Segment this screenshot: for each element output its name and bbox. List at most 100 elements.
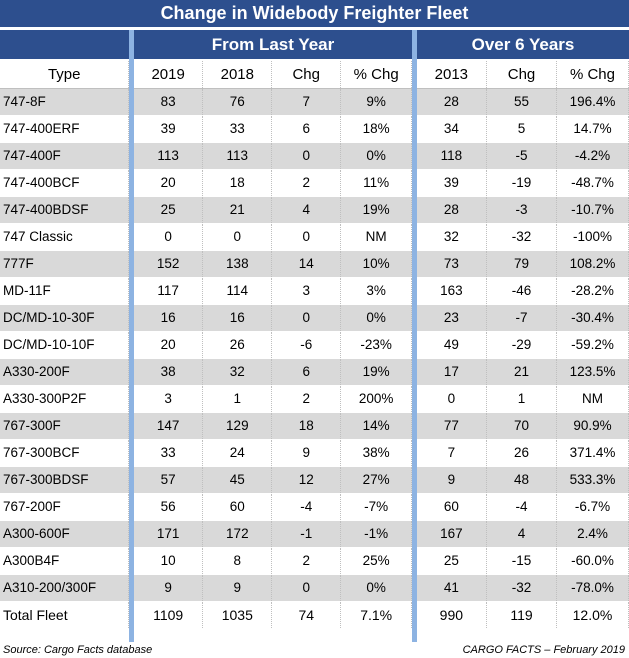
- cell-chg-last-year: 0: [271, 223, 342, 251]
- cell-y2019: 83: [133, 88, 204, 116]
- cell-pct-chg-6-years: 12.0%: [556, 601, 629, 628]
- cell-y2013: 163: [416, 277, 488, 305]
- cell-pct-chg-6-years: NM: [556, 385, 629, 413]
- cell-pct-chg-6-years: 533.3%: [556, 466, 629, 494]
- table-row: 747 Classic 0 0 0 NM 32 -32 -100%: [0, 223, 629, 251]
- cell-type: 777F: [0, 250, 130, 278]
- cell-y2013: 990: [416, 601, 488, 628]
- column-header-row: Type 2019 2018 Chg % Chg 2013 Chg % Chg: [0, 61, 629, 89]
- table-row: 747-400F 113 113 0 0% 118 -5 -4.2%: [0, 142, 629, 170]
- cell-y2018: 1035: [202, 601, 273, 628]
- cell-type: 747-400F: [0, 142, 130, 170]
- cell-chg-last-year: 18: [271, 412, 342, 440]
- column-header-pct-chg-last-year: % Chg: [340, 61, 413, 89]
- table-row: A330-200F 38 32 6 19% 17 21 123.5%: [0, 358, 629, 386]
- cell-chg-last-year: 0: [271, 304, 342, 332]
- cell-y2019: 33: [133, 439, 204, 467]
- cell-pct-chg-last-year: 11%: [340, 169, 413, 197]
- cell-y2019: 38: [133, 358, 204, 386]
- group-header-over-6-years: Over 6 Years: [417, 30, 629, 59]
- cell-chg-6-years: 70: [486, 412, 557, 440]
- cell-pct-chg-6-years: 108.2%: [556, 250, 629, 278]
- cell-chg-6-years: 119: [486, 601, 557, 628]
- cell-y2013: 28: [416, 88, 488, 116]
- column-header-2018: 2018: [202, 61, 273, 89]
- cell-y2018: 21: [202, 196, 273, 224]
- table-row: A300-600F 171 172 -1 -1% 167 4 2.4%: [0, 520, 629, 548]
- cell-y2019: 3: [133, 385, 204, 413]
- table-row: 767-300F 147 129 18 14% 77 70 90.9%: [0, 412, 629, 440]
- cell-pct-chg-6-years: -60.0%: [556, 547, 629, 575]
- cell-y2013: 77: [416, 412, 488, 440]
- cell-pct-chg-last-year: 3%: [340, 277, 413, 305]
- cell-type: 747 Classic: [0, 223, 130, 251]
- table-row: DC/MD-10-30F 16 16 0 0% 23 -7 -30.4%: [0, 304, 629, 332]
- cell-type: Total Fleet: [0, 601, 130, 628]
- cell-chg-6-years: 55: [486, 88, 557, 116]
- cell-y2013: 41: [416, 574, 488, 602]
- cell-type: MD-11F: [0, 277, 130, 305]
- cell-y2018: 24: [202, 439, 273, 467]
- cell-chg-6-years: -32: [486, 223, 557, 251]
- cell-y2018: 32: [202, 358, 273, 386]
- cell-pct-chg-6-years: 123.5%: [556, 358, 629, 386]
- cell-pct-chg-last-year: 9%: [340, 88, 413, 116]
- cell-type: 767-300BDSF: [0, 466, 130, 494]
- cell-y2019: 56: [133, 493, 204, 521]
- fleet-table: Type 2019 2018 Chg % Chg 2013 Chg % Chg …: [0, 61, 629, 628]
- cell-y2018: 0: [202, 223, 273, 251]
- cell-pct-chg-last-year: 0%: [340, 574, 413, 602]
- cell-pct-chg-last-year: 18%: [340, 115, 413, 143]
- cell-chg-6-years: 79: [486, 250, 557, 278]
- cell-y2013: 28: [416, 196, 488, 224]
- cell-y2018: 9: [202, 574, 273, 602]
- cell-pct-chg-last-year: -7%: [340, 493, 413, 521]
- cell-type: DC/MD-10-30F: [0, 304, 130, 332]
- cell-y2019: 20: [133, 331, 204, 359]
- cell-y2019: 152: [133, 250, 204, 278]
- credit-note: CARGO FACTS – February 2019: [462, 644, 625, 656]
- column-group-separator: [129, 30, 134, 642]
- cell-y2018: 76: [202, 88, 273, 116]
- cell-y2013: 9: [416, 466, 488, 494]
- cell-chg-6-years: 4: [486, 520, 557, 548]
- cell-chg-6-years: -5: [486, 142, 557, 170]
- cell-chg-6-years: -19: [486, 169, 557, 197]
- cell-chg-6-years: -29: [486, 331, 557, 359]
- table-row: A300B4F 10 8 2 25% 25 -15 -60.0%: [0, 547, 629, 575]
- cell-pct-chg-6-years: -59.2%: [556, 331, 629, 359]
- cell-pct-chg-last-year: 27%: [340, 466, 413, 494]
- cell-y2013: 32: [416, 223, 488, 251]
- cell-y2013: 60: [416, 493, 488, 521]
- cell-type: A310-200/300F: [0, 574, 130, 602]
- cell-type: A300B4F: [0, 547, 130, 575]
- cell-pct-chg-6-years: 2.4%: [556, 520, 629, 548]
- cell-y2018: 114: [202, 277, 273, 305]
- cell-chg-last-year: 2: [271, 385, 342, 413]
- cell-y2019: 171: [133, 520, 204, 548]
- cell-type: A330-300P2F: [0, 385, 130, 413]
- cell-type: 747-400BCF: [0, 169, 130, 197]
- cell-chg-last-year: 12: [271, 466, 342, 494]
- cell-chg-6-years: -46: [486, 277, 557, 305]
- cell-pct-chg-last-year: 14%: [340, 412, 413, 440]
- cell-y2018: 129: [202, 412, 273, 440]
- table-row: 767-200F 56 60 -4 -7% 60 -4 -6.7%: [0, 493, 629, 521]
- cell-pct-chg-6-years: -48.7%: [556, 169, 629, 197]
- cell-pct-chg-6-years: 196.4%: [556, 88, 629, 116]
- cell-y2019: 113: [133, 142, 204, 170]
- cell-pct-chg-6-years: -78.0%: [556, 574, 629, 602]
- cell-chg-6-years: -4: [486, 493, 557, 521]
- cell-y2019: 9: [133, 574, 204, 602]
- table-row: 747-400ERF 39 33 6 18% 34 5 14.7%: [0, 115, 629, 143]
- cell-pct-chg-last-year: 0%: [340, 304, 413, 332]
- cell-pct-chg-last-year: 19%: [340, 196, 413, 224]
- table-row: A330-300P2F 3 1 2 200% 0 1 NM: [0, 385, 629, 413]
- cell-y2013: 118: [416, 142, 488, 170]
- cell-pct-chg-6-years: 90.9%: [556, 412, 629, 440]
- cell-pct-chg-last-year: 10%: [340, 250, 413, 278]
- cell-pct-chg-last-year: 7.1%: [340, 601, 413, 628]
- cell-y2019: 0: [133, 223, 204, 251]
- cell-y2018: 172: [202, 520, 273, 548]
